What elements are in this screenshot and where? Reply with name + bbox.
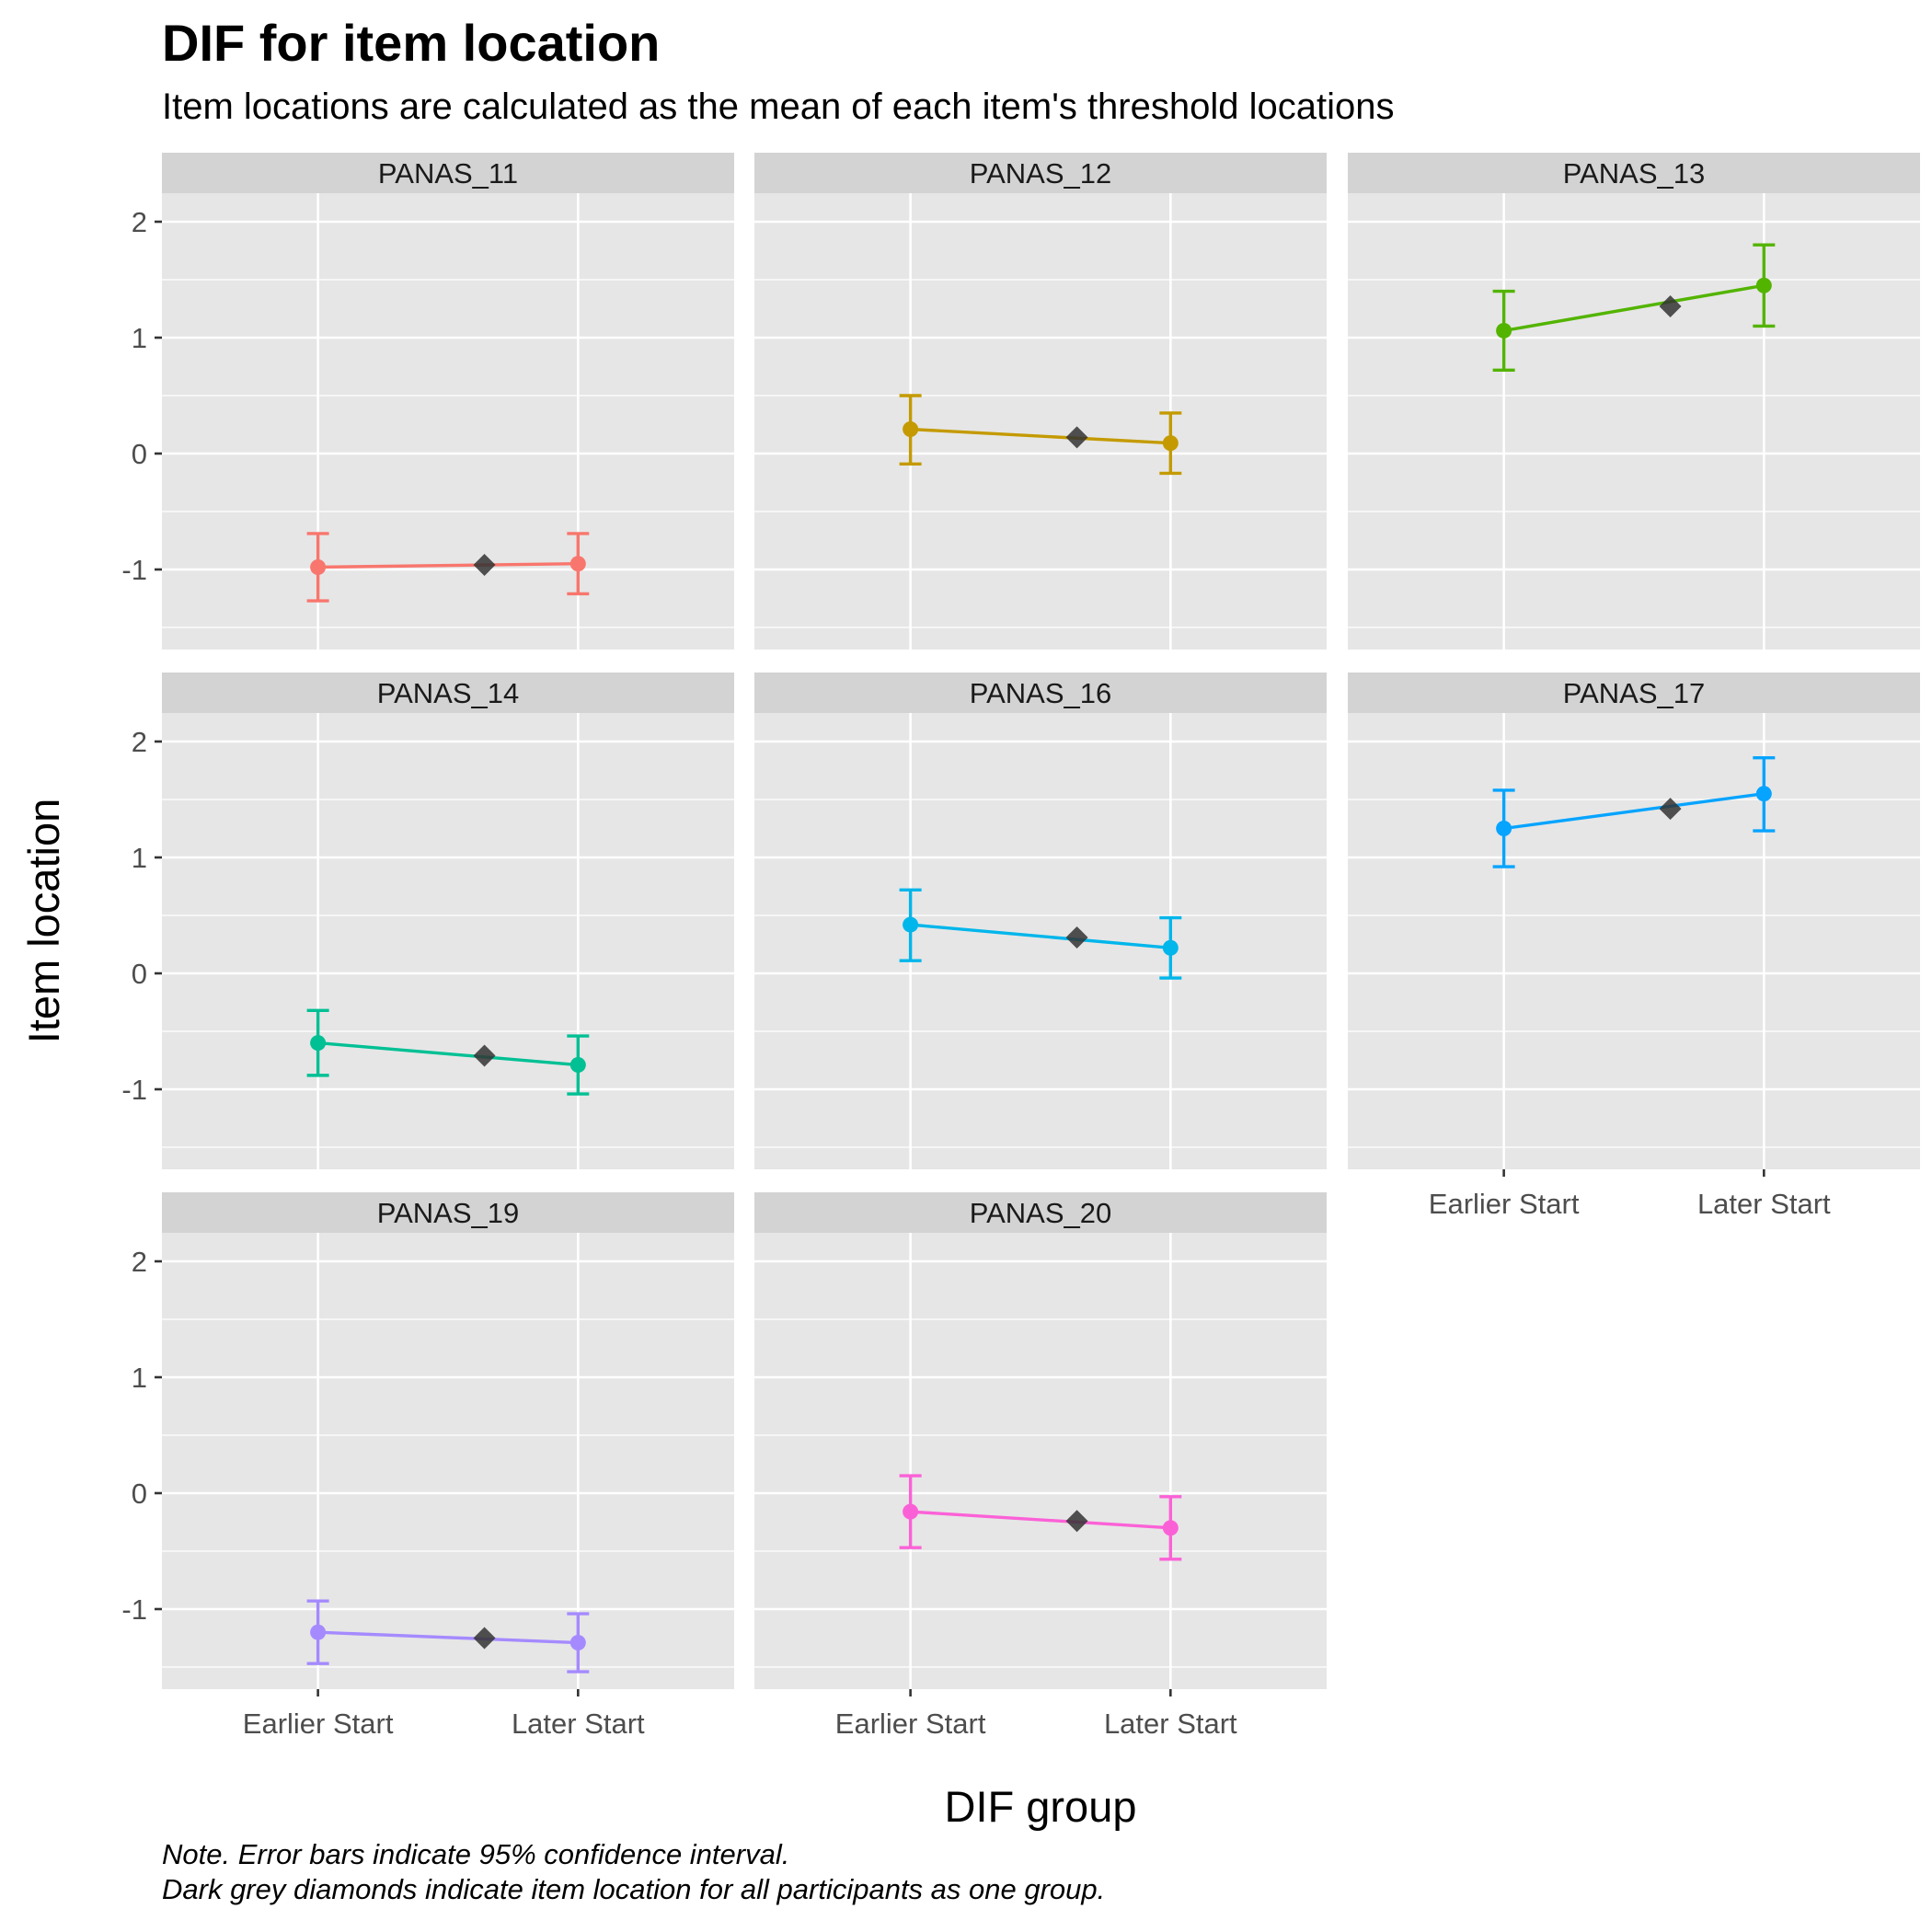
strip-panas-20 [754,1192,1327,1233]
caption-note-diamonds: Dark grey diamonds indicate item locatio… [162,1873,1106,1905]
panel-background-panas-16 [754,713,1327,1169]
group-point-panas-13 [1496,322,1512,339]
y-tick-label: 1 [132,322,147,354]
strip-panas-13 [1348,153,1920,193]
series-line-panas-20 [910,1510,1171,1530]
panel-background-panas-19 [162,1233,734,1689]
panel-panas-17: PANAS_17 Earlier Start Later Start [1348,673,1920,1220]
y-tick-label: 2 [132,726,147,758]
group-point-panas-14 [310,1035,327,1052]
panel-background-panas-17 [1348,713,1920,1169]
panel-panas-14: PANAS_14 2 1 0 -1 [121,673,734,1169]
group-point-panas-12 [1162,435,1179,452]
y-tick-label: -1 [121,554,147,586]
x-tick-label: Earlier Start [835,1708,986,1740]
strip-panas-12 [754,153,1327,193]
strip-label-panas-16: PANAS_16 [970,677,1112,709]
x-tick-label: Earlier Start [243,1708,394,1740]
y-tick-label: 1 [132,842,147,874]
panel-panas-11: PANAS_11 2 1 0 -1 [121,153,734,650]
strip-panas-19 [162,1192,734,1233]
series-line-panas-17 [1503,792,1765,831]
group-point-panas-17 [1496,821,1512,836]
panel-background-panas-11 [162,193,734,650]
overall-diamond-panas-16 [1065,926,1088,949]
panel-background-panas-13 [1348,193,1920,650]
group-point-panas-12 [903,421,919,438]
strip-label-panas-20: PANAS_20 [970,1197,1112,1229]
group-point-panas-19 [569,1635,586,1651]
strip-label-panas-11: PANAS_11 [378,157,518,190]
group-point-panas-19 [310,1624,327,1640]
strip-label-panas-14: PANAS_14 [377,677,520,709]
group-point-panas-11 [569,556,586,572]
strip-panas-17 [1348,673,1920,713]
overall-diamond-panas-14 [473,1044,496,1067]
panel-panas-19: PANAS_19 2 1 0 -1 Earlier Start Later Start [121,1192,734,1740]
overall-diamond-panas-20 [1065,1510,1088,1533]
series-line-panas-12 [910,427,1171,445]
y-tick-label: 0 [132,438,147,470]
y-tick-label: 1 [132,1362,147,1394]
strip-panas-16 [754,673,1327,713]
strip-label-panas-19: PANAS_19 [377,1197,520,1229]
caption-note-error-bars: Note. Error bars indicate 95% confidence… [162,1838,790,1870]
series-line-panas-19 [317,1630,579,1645]
group-point-panas-14 [569,1057,586,1074]
y-tick-label: -1 [121,1593,147,1626]
panel-panas-20: PANAS_20 Earlier Start Later Start [754,1192,1327,1740]
panel-panas-16: PANAS_16 [754,673,1327,1169]
group-point-panas-20 [903,1503,919,1520]
group-point-panas-11 [310,558,327,575]
panel-panas-12: PANAS_12 [754,153,1327,650]
series-line-panas-11 [317,562,579,569]
y-tick-label: 0 [132,958,147,990]
group-point-panas-16 [1162,939,1179,956]
overall-diamond-panas-11 [473,553,496,576]
overall-diamond-panas-17 [1659,798,1682,821]
x-tick-label: Later Start [1697,1188,1831,1220]
x-tick-label: Earlier Start [1429,1188,1580,1220]
y-tick-label: 0 [132,1478,147,1510]
group-point-panas-13 [1755,277,1772,293]
overall-diamond-panas-19 [473,1627,496,1650]
panel-background-panas-20 [754,1233,1327,1689]
y-tick-label: -1 [121,1074,147,1106]
overall-diamond-panas-12 [1065,426,1088,449]
chart-subtitle: Item locations are calculated as the mea… [162,86,1395,127]
strip-panas-11 [162,153,734,193]
panel-panas-13: PANAS_13 [1348,153,1920,650]
x-tick-label: Later Start [1104,1708,1237,1740]
overall-diamond-panas-13 [1659,294,1682,317]
strip-label-panas-12: PANAS_12 [970,157,1112,190]
panel-background-panas-12 [754,193,1327,650]
group-point-panas-20 [1162,1520,1179,1536]
y-tick-label: 2 [132,206,147,238]
strip-label-panas-13: PANAS_13 [1563,157,1706,190]
series-line-panas-16 [910,923,1171,949]
group-point-panas-16 [903,916,919,933]
series-line-panas-13 [1503,283,1765,333]
panel-background-panas-14 [162,713,734,1169]
series-line-panas-14 [317,1041,579,1067]
y-axis-title: Item location [19,799,68,1043]
group-point-panas-17 [1755,786,1772,802]
y-tick-label: 2 [132,1246,147,1278]
x-axis-title: DIF group [945,1782,1137,1831]
strip-panas-14 [162,673,734,713]
strip-label-panas-17: PANAS_17 [1563,677,1706,709]
x-tick-label: Later Start [512,1708,645,1740]
chart-title: DIF for item location [162,14,661,72]
